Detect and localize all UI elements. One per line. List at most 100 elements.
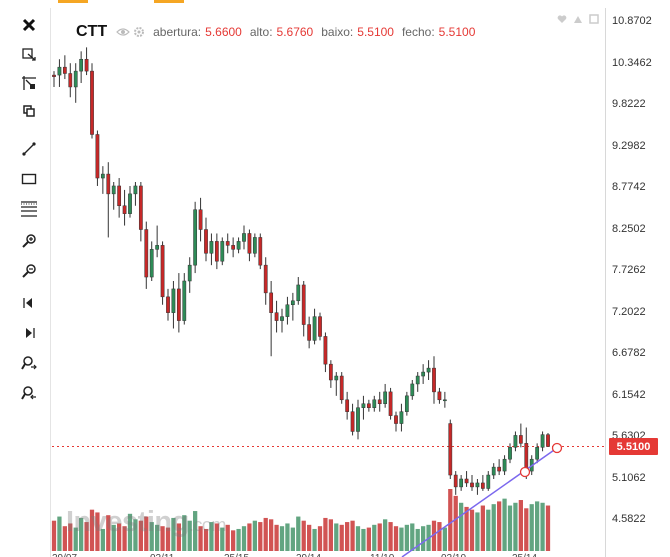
volume-bar <box>486 509 491 551</box>
volume-bar <box>68 523 73 551</box>
volume-bar <box>301 520 306 551</box>
scroll-right-icon[interactable] <box>14 320 44 346</box>
candle-body <box>274 312 279 321</box>
open-label: abertura: <box>153 25 202 39</box>
volume-bar <box>459 502 464 551</box>
volume-bar <box>540 502 545 551</box>
volume-bar <box>415 528 420 551</box>
volume-bar <box>317 526 323 551</box>
zoom-out-right-icon[interactable] <box>14 380 44 406</box>
candle-body <box>149 249 154 278</box>
candle-body <box>171 288 176 313</box>
candle-body <box>442 399 447 402</box>
candle-body <box>323 336 328 365</box>
zoom-out-icon[interactable] <box>14 258 44 284</box>
cursor-icon[interactable] <box>14 42 44 68</box>
volume-bar <box>182 515 187 551</box>
volume-bar <box>535 501 540 551</box>
volume-bar <box>225 524 230 551</box>
volume-bar <box>431 520 437 551</box>
heart-icon[interactable] <box>557 14 567 24</box>
candle-body <box>459 478 464 488</box>
plot-area[interactable] <box>50 8 606 557</box>
chart-header: CTT abertura: 5.6600 alto: 5.6760 baixo:… <box>76 21 475 43</box>
close-label: fecho: <box>401 25 435 39</box>
candle-body <box>453 474 458 488</box>
volume-bar <box>89 509 95 551</box>
candle-body <box>470 482 474 488</box>
candle-body <box>296 284 301 302</box>
y-tick-label: 8.2502 <box>612 222 646 235</box>
volume-bar <box>220 527 225 551</box>
volume-bar <box>469 509 475 551</box>
trend-line-icon[interactable] <box>14 136 44 162</box>
volume-bar <box>165 527 171 551</box>
volume-bar <box>258 522 263 551</box>
candle-body <box>166 296 170 313</box>
candle-body <box>432 367 436 393</box>
y-tick-label: 8.7742 <box>612 181 646 193</box>
candle-body <box>377 399 382 405</box>
candle-body <box>225 241 230 246</box>
volume-bar <box>73 527 78 551</box>
volume-bar <box>187 520 192 551</box>
volume-bar <box>464 506 469 551</box>
candle-body <box>247 233 252 254</box>
candle-body <box>204 229 208 254</box>
price-axis[interactable]: 10.8702 10.3462 9.8222 9.2982 8.7742 8.2502 7.… <box>606 0 670 557</box>
volume-bar <box>410 523 415 551</box>
candle-body <box>312 316 317 341</box>
candle-body <box>198 209 203 230</box>
candle-body <box>176 288 181 321</box>
close-icon[interactable] <box>14 12 44 38</box>
candle-body <box>128 193 132 214</box>
volume-bar <box>475 512 480 551</box>
volume-bar <box>241 526 247 551</box>
volume-bar <box>513 502 518 551</box>
scroll-left-icon[interactable] <box>14 290 44 316</box>
volume-bar <box>480 505 485 551</box>
settings-icon[interactable] <box>133 26 145 38</box>
zoom-in-icon[interactable] <box>14 228 44 254</box>
volume-bar <box>252 520 257 551</box>
candle-body <box>100 173 105 179</box>
volume-bar <box>95 512 100 551</box>
candle-body <box>209 241 214 254</box>
restore-icon[interactable] <box>589 14 599 24</box>
candle-body <box>117 185 122 207</box>
candle-body <box>133 185 138 195</box>
candle-body <box>285 304 290 317</box>
volume-bar <box>84 522 89 551</box>
candle-body <box>138 185 143 230</box>
crosshair-icon[interactable] <box>14 70 44 96</box>
save-icon[interactable] <box>573 14 583 24</box>
volume-bar <box>117 523 122 551</box>
candle-body <box>214 241 219 262</box>
y-tick-label: 7.2022 <box>612 305 646 318</box>
candle-body <box>448 423 453 476</box>
eye-icon[interactable] <box>116 27 130 37</box>
volume-bar <box>399 527 404 551</box>
rectangle-icon[interactable] <box>14 166 44 192</box>
volume-bar <box>345 522 350 551</box>
candle-body <box>57 66 62 76</box>
volume-bar <box>524 508 529 551</box>
volume-bar <box>442 527 447 551</box>
candle-body <box>399 411 404 424</box>
candle-body <box>73 70 78 88</box>
zoom-in-right-icon[interactable] <box>14 350 44 376</box>
volume-bar <box>231 530 236 551</box>
volume-bar <box>236 528 241 551</box>
volume-bar <box>383 519 388 551</box>
volume-bar <box>122 526 127 551</box>
volume-bar <box>334 523 339 551</box>
candle-body <box>410 383 415 397</box>
candle-body <box>155 245 160 250</box>
fibonacci-icon[interactable] <box>14 196 44 222</box>
copy-icon[interactable] <box>14 98 44 124</box>
candle-body <box>339 375 344 401</box>
investing-watermark: Investing.com <box>66 506 226 538</box>
candle-body <box>252 237 257 254</box>
volume-bar <box>62 526 67 551</box>
